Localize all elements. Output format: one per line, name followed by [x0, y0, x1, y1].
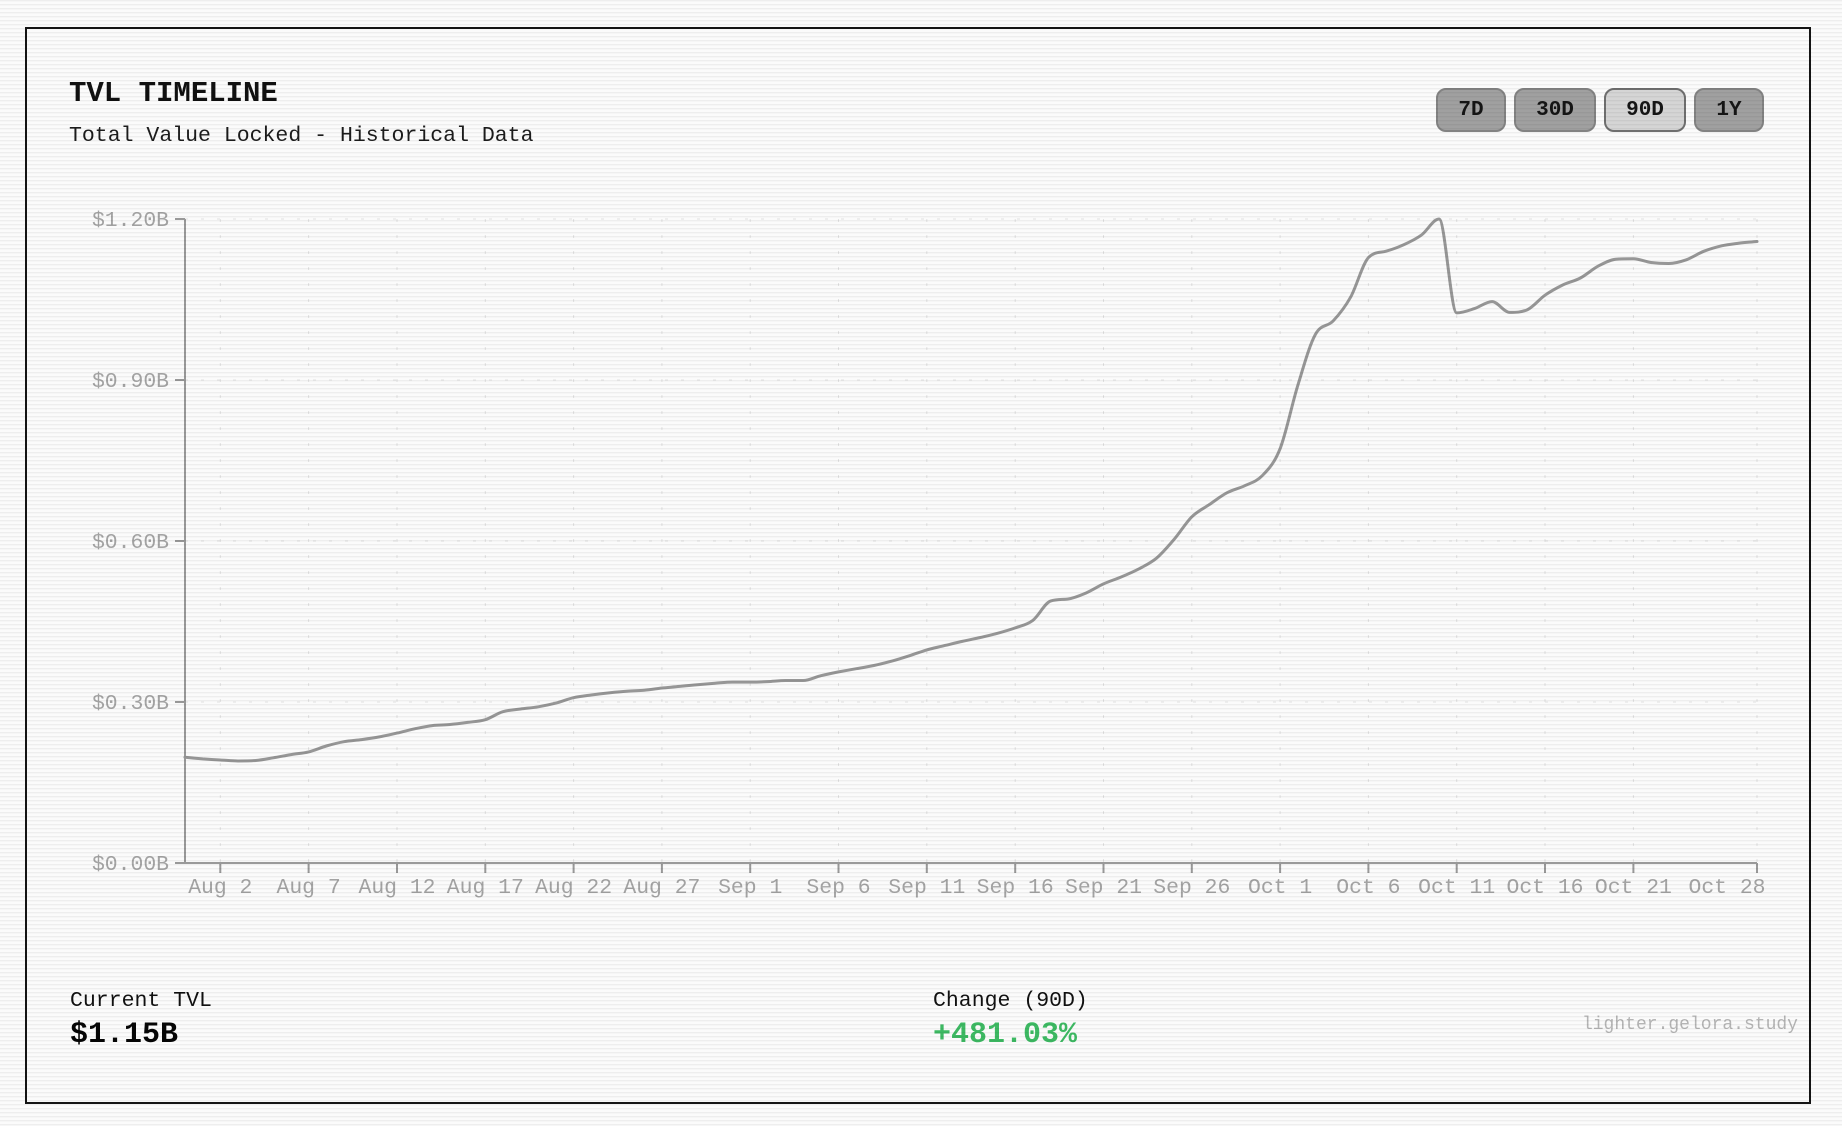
svg-text:Aug 12: Aug 12	[358, 876, 435, 900]
svg-text:Sep 21: Sep 21	[1065, 876, 1142, 900]
svg-text:Aug 17: Aug 17	[447, 876, 524, 900]
svg-text:$0.30B: $0.30B	[92, 692, 169, 716]
svg-text:Oct 21: Oct 21	[1595, 876, 1672, 900]
svg-text:$0.60B: $0.60B	[92, 531, 169, 555]
svg-text:$0.00B: $0.00B	[92, 853, 169, 877]
svg-text:Oct 1: Oct 1	[1248, 876, 1312, 900]
svg-text:Aug 7: Aug 7	[277, 876, 341, 900]
svg-text:Oct 16: Oct 16	[1506, 876, 1583, 900]
svg-text:Aug 22: Aug 22	[535, 876, 612, 900]
svg-text:Oct 11: Oct 11	[1418, 876, 1495, 900]
svg-text:Sep 1: Sep 1	[718, 876, 782, 900]
svg-text:Sep 16: Sep 16	[977, 876, 1054, 900]
svg-text:Aug 27: Aug 27	[623, 876, 700, 900]
svg-text:Aug 2: Aug 2	[188, 876, 252, 900]
svg-text:Sep 26: Sep 26	[1153, 876, 1230, 900]
svg-text:Sep 11: Sep 11	[888, 876, 965, 900]
svg-text:$0.90B: $0.90B	[92, 370, 169, 394]
svg-text:Sep 6: Sep 6	[806, 876, 870, 900]
svg-text:Oct 28: Oct 28	[1688, 876, 1765, 900]
svg-text:Oct 6: Oct 6	[1336, 876, 1400, 900]
svg-text:$1.20B: $1.20B	[92, 209, 169, 233]
